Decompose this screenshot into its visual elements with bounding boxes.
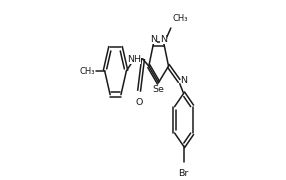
Text: N: N	[150, 35, 157, 44]
Text: O: O	[136, 98, 143, 107]
Text: Se: Se	[152, 85, 164, 94]
Text: N: N	[160, 35, 167, 44]
Text: CH₃: CH₃	[172, 14, 188, 23]
Text: Br: Br	[178, 169, 189, 178]
Text: N: N	[180, 76, 188, 85]
Text: CH₃: CH₃	[80, 66, 95, 75]
Text: NH: NH	[127, 55, 141, 64]
